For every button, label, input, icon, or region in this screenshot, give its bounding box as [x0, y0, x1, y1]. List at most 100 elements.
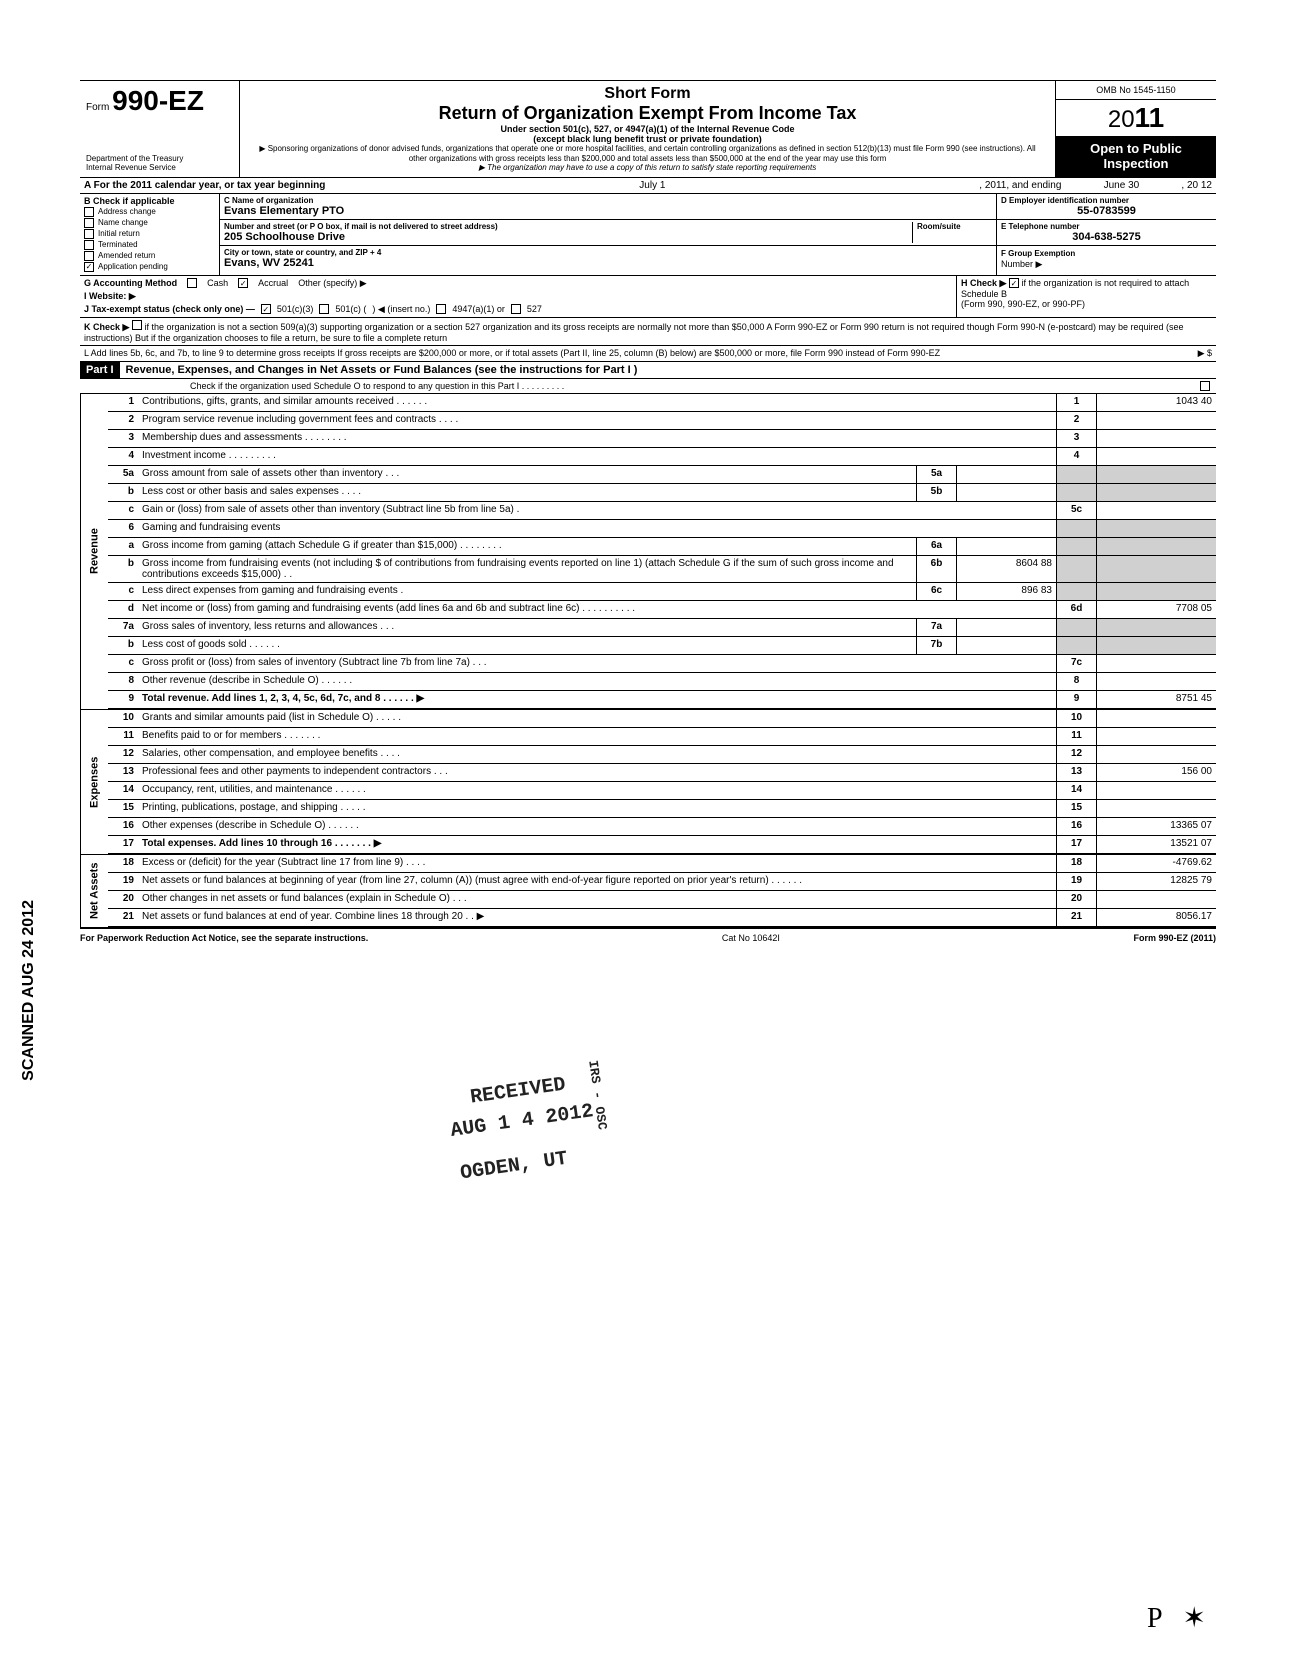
dept-treasury: Department of the Treasury Internal Reve… — [86, 155, 233, 173]
line-desc: Less direct expenses from gaming and fun… — [138, 583, 916, 600]
line-mid-box: 7a — [916, 619, 956, 636]
k-checkbox[interactable] — [132, 320, 142, 330]
h-label: H Check ▶ — [961, 278, 1006, 288]
line-desc: Other revenue (describe in Schedule O) .… — [138, 673, 1056, 690]
line-mid-box: 5b — [916, 484, 956, 501]
schedule-o-checkbox[interactable] — [1200, 381, 1210, 391]
line-mid-box: 6b — [916, 556, 956, 582]
501c-checkbox[interactable] — [319, 304, 329, 314]
line-row: cLess direct expenses from gaming and fu… — [108, 583, 1216, 601]
line-val: 156 00 — [1096, 764, 1216, 781]
501c3-checkbox[interactable]: ✓ — [261, 304, 271, 314]
fineprint: ▶ Sponsoring organizations of donor advi… — [250, 144, 1045, 163]
line-desc: Investment income . . . . . . . . . — [138, 448, 1056, 465]
line-box: 14 — [1056, 782, 1096, 799]
line-number: 7a — [108, 619, 138, 636]
line-val — [1096, 800, 1216, 817]
line-number: 11 — [108, 728, 138, 745]
checkbox[interactable] — [84, 240, 94, 250]
line-val-shade — [1096, 637, 1216, 654]
line-row: bGross income from fundraising events (n… — [108, 556, 1216, 583]
line-val: 13365 07 — [1096, 818, 1216, 835]
row-a-end2: , 20 12 — [1181, 180, 1212, 191]
line-mid-val — [956, 538, 1056, 555]
line-desc: Gaming and fundraising events — [138, 520, 1056, 537]
checkbox-label: Name change — [98, 218, 148, 227]
checkbox[interactable]: ✓ — [84, 262, 94, 272]
line-desc: Less cost of goods sold . . . . . . — [138, 637, 916, 654]
line-mid-box: 7b — [916, 637, 956, 654]
line-desc: Gross income from gaming (attach Schedul… — [138, 538, 916, 555]
line-mid-val — [956, 619, 1056, 636]
line-row: 3Membership dues and assessments . . . .… — [108, 430, 1216, 448]
header-center: Short Form Return of Organization Exempt… — [240, 81, 1056, 177]
row-f: F Group Exemption Number ▶ — [997, 246, 1216, 272]
form-number: 990-EZ — [112, 85, 204, 116]
line-val: 12825 79 — [1096, 873, 1216, 890]
line-number: 21 — [108, 909, 138, 926]
ein-value: 55-0783599 — [1001, 205, 1212, 217]
line-val: 13521 07 — [1096, 836, 1216, 853]
row-a-tax-year: A For the 2011 calendar year, or tax yea… — [80, 178, 1216, 194]
line-desc: Contributions, gifts, grants, and simila… — [138, 394, 1056, 411]
org-name-row: C Name of organization Evans Elementary … — [220, 194, 996, 220]
j4: 4947(a)(1) or — [452, 304, 505, 314]
cash-checkbox[interactable] — [187, 278, 197, 288]
line-row: 21Net assets or fund balances at end of … — [108, 909, 1216, 927]
line-desc: Benefits paid to or for members . . . . … — [138, 728, 1056, 745]
527-checkbox[interactable] — [511, 304, 521, 314]
line-val-shade — [1096, 466, 1216, 483]
accrual-checkbox[interactable]: ✓ — [238, 278, 248, 288]
checkbox[interactable] — [84, 251, 94, 261]
line-box-shade — [1056, 484, 1096, 501]
row-g: G Accounting Method Cash ✓ Accrual Other… — [84, 278, 952, 289]
checkbox-label: Terminated — [98, 240, 138, 249]
line-desc: Other expenses (describe in Schedule O) … — [138, 818, 1056, 835]
line-box: 16 — [1056, 818, 1096, 835]
line-row: 17Total expenses. Add lines 10 through 1… — [108, 836, 1216, 854]
line-box-shade — [1056, 466, 1096, 483]
j5: 527 — [527, 304, 542, 314]
row-k: K Check ▶ if the organization is not a s… — [80, 318, 1216, 346]
checkbox[interactable] — [84, 218, 94, 228]
line-number: 16 — [108, 818, 138, 835]
section-bcdef: B Check if applicable Address changeName… — [80, 194, 1216, 276]
checkbox-label: Amended return — [98, 251, 155, 260]
line-box: 8 — [1056, 673, 1096, 690]
ogden-stamp: OGDEN, UT — [459, 1148, 569, 1186]
line-number: 4 — [108, 448, 138, 465]
line-desc: Salaries, other compensation, and employ… — [138, 746, 1056, 763]
h-checkbox[interactable]: ✓ — [1009, 278, 1019, 288]
line-box-shade — [1056, 637, 1096, 654]
f-val: Number ▶ — [1001, 259, 1212, 270]
row-a-label: A For the 2011 calendar year, or tax yea… — [84, 180, 325, 191]
line-number: 13 — [108, 764, 138, 781]
line-mid-box: 5a — [916, 466, 956, 483]
line-desc: Professional fees and other payments to … — [138, 764, 1056, 781]
col-gij: G Accounting Method Cash ✓ Accrual Other… — [80, 276, 956, 317]
line-number: 17 — [108, 836, 138, 853]
line-box: 2 — [1056, 412, 1096, 429]
line-box: 11 — [1056, 728, 1096, 745]
line-val: -4769.62 — [1096, 855, 1216, 872]
line-box: 6d — [1056, 601, 1096, 618]
line-number: b — [108, 637, 138, 654]
line-val: 8056.17 — [1096, 909, 1216, 926]
line-number: 19 — [108, 873, 138, 890]
4947-checkbox[interactable] — [436, 304, 446, 314]
row-a-mid: , 2011, and ending — [979, 180, 1061, 191]
row-l: L Add lines 5b, 6c, and 7b, to line 9 to… — [80, 346, 1216, 361]
line-row: 5aGross amount from sale of assets other… — [108, 466, 1216, 484]
checkbox[interactable] — [84, 229, 94, 239]
g-label: G Accounting Method — [84, 278, 177, 288]
f-label: F Group Exemption — [1001, 249, 1075, 258]
scanned-stamp: SCANNED AUG 24 2012 — [20, 900, 38, 1081]
line-val — [1096, 673, 1216, 690]
line-box: 21 — [1056, 909, 1096, 926]
checkbox-row: Name change — [84, 218, 215, 228]
org-name: Evans Elementary PTO — [224, 205, 992, 217]
row-d: D Employer identification number 55-0783… — [997, 194, 1216, 220]
checkbox[interactable] — [84, 207, 94, 217]
line-box: 7c — [1056, 655, 1096, 672]
line-val — [1096, 728, 1216, 745]
